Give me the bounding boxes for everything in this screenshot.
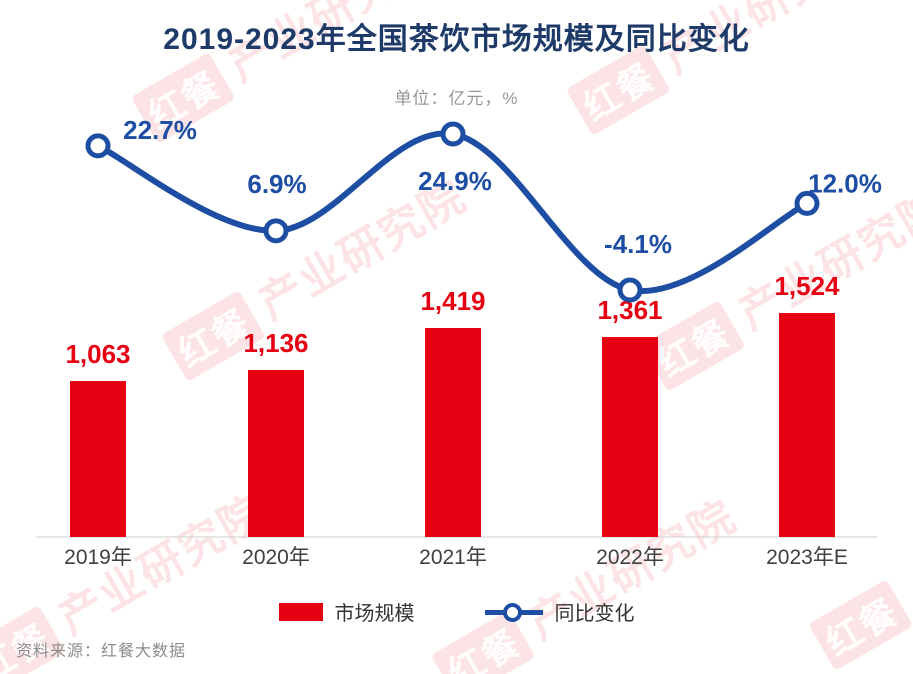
bar-swatch-icon (278, 602, 323, 621)
line-value-label: 12.0% (808, 168, 882, 198)
line-marker (440, 121, 466, 147)
x-axis-label: 2022年 (596, 546, 664, 569)
chart-units-subtitle: 单位：亿元，% (394, 89, 519, 108)
bar-value-label: 1,524 (774, 271, 840, 301)
line-swatch-marker (502, 602, 522, 622)
line-value-label: 22.7% (123, 115, 197, 145)
line-value-label: -4.1% (604, 229, 672, 259)
data-source-note: 资料来源：红餐大数据 (16, 643, 187, 660)
legend-label-market-size: 市场规模 (334, 603, 415, 625)
x-axis-label: 2019年 (64, 546, 132, 569)
bar-market-size (425, 328, 481, 537)
line-marker (263, 218, 289, 244)
legend-item-yoy-change: 同比变化 (484, 597, 635, 626)
bar-market-size (70, 381, 126, 537)
legend-item-market-size: 市场规模 (278, 597, 415, 626)
line-value-label: 24.9% (418, 166, 492, 196)
legend-label-yoy-change: 同比变化 (554, 603, 635, 625)
chart-title: 2019-2023年全国茶饮市场规模及同比变化 (163, 23, 750, 56)
legend: 市场规模 同比变化 (0, 597, 913, 626)
x-axis-label: 2021年 (419, 546, 487, 569)
line-swatch-icon (484, 602, 543, 622)
bar-value-label: 1,063 (65, 339, 130, 369)
bar-value-label: 1,419 (420, 286, 485, 316)
bar-value-label: 1,136 (243, 328, 308, 358)
line-yoy-change (95, 130, 810, 295)
bar-market-size (779, 313, 835, 537)
bar-market-size (602, 337, 658, 537)
line-marker (85, 133, 111, 159)
x-axis-label: 2023年E (766, 546, 848, 569)
x-axis-label: 2020年 (242, 546, 310, 569)
line-marker (794, 190, 820, 216)
line-value-label: 6.9% (247, 169, 306, 199)
line-marker (617, 277, 643, 303)
bar-market-size (248, 370, 304, 537)
